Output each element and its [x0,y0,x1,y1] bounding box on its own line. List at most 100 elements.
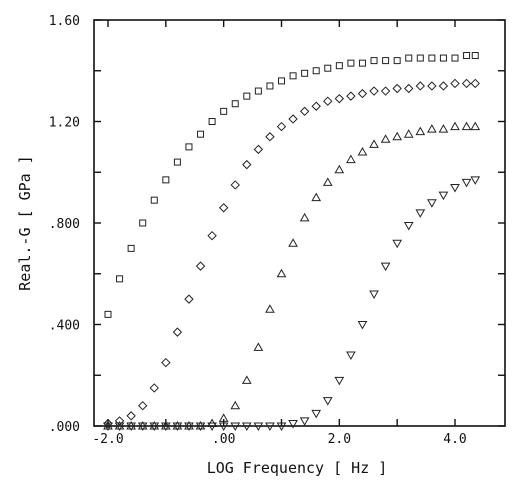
triangle-up-marker [241,375,252,384]
triangle-up-marker [461,121,472,131]
triangle-down-marker [438,191,449,201]
square-marker [116,275,124,283]
diamond-marker [184,294,194,304]
triangle-up-marker [450,121,460,131]
diamond-marker [357,88,368,99]
triangle-down-marker [241,422,252,432]
triangle-down-marker [322,397,333,406]
triangle-down-marker [470,176,481,185]
triangle-up-marker [380,134,391,143]
square-marker [393,57,401,65]
plot-frame [93,19,506,427]
diamond-marker [276,121,287,132]
y-tick-label: .400 [49,319,80,334]
diamond-marker [415,81,426,91]
triangle-down-marker [392,239,403,249]
square-marker [185,143,193,151]
diamond-marker [438,81,449,91]
square-marker [278,77,285,85]
triangle-down-marker [218,422,229,432]
diamond-marker [311,101,321,111]
square-marker [150,196,158,204]
diamond-marker [172,327,183,337]
square-marker [220,107,228,115]
y-axis-title: Real.-G [ GPa ] [16,155,34,290]
triangle-down-marker [103,422,113,432]
triangle-up-marker [392,131,403,141]
triangle-up-marker [415,126,426,136]
diamond-marker [392,83,402,94]
triangle-up-marker [357,146,368,156]
triangle-down-marker [461,178,472,188]
square-marker [370,57,378,65]
diamond-marker [334,93,345,104]
square-marker [301,69,309,77]
triangle-down-marker [415,209,426,218]
y-tick-label: .800 [49,217,80,232]
square-marker [197,130,205,138]
triangle-down-marker [311,409,322,419]
square-marker [335,62,343,70]
square-marker [162,176,170,184]
triangle-down-marker [369,290,379,300]
square-marker [463,52,471,60]
triangle-up-marker [218,413,229,422]
triangle-up-marker [438,124,449,133]
x-tick-label: -2.0 [92,432,123,447]
diamond-marker [369,86,379,96]
triangle-down-marker [380,262,391,272]
diamond-marker [288,114,298,124]
triangle-up-marker [403,129,414,138]
triangle-down-marker [207,422,217,432]
triangle-up-marker [470,121,481,131]
triangle-down-marker [230,422,241,432]
triangle-up-marker [346,154,356,164]
series-triangle-up [103,121,481,430]
square-marker [471,52,479,60]
diamond-marker [149,383,159,393]
diamond-marker [230,180,240,190]
triangle-down-marker [137,422,148,432]
square-marker [439,54,447,62]
triangle-up-marker [299,212,310,222]
square-marker [289,72,297,80]
x-axis-title: LOG Frequency [ Hz ] [207,459,388,477]
triangle-up-marker [427,124,437,133]
triangle-down-marker [195,422,206,432]
square-marker [139,219,147,227]
y-tick-label: 1.60 [49,14,80,29]
y-tick-label: 1.20 [49,116,80,131]
diamond-marker [450,78,460,89]
triangle-down-marker [346,351,356,360]
square-marker [416,54,424,62]
square-marker [451,54,459,62]
triangle-down-marker [184,422,194,432]
diamond-marker [380,86,391,96]
square-marker [382,57,390,65]
triangle-up-marker [253,342,264,351]
square-marker [428,54,436,62]
square-marker [231,100,239,108]
x-tick-label: .00 [212,432,235,447]
diamond-marker [346,91,356,101]
triangle-down-marker [288,419,298,429]
triangle-up-marker [311,192,322,202]
triangle-up-marker [288,238,298,247]
triangle-up-marker [230,400,241,410]
series-diamond [103,78,480,429]
data-markers [103,52,481,432]
diamond-marker [195,261,206,271]
y-axis-tick-labels: .000 .400 .800 1.20 1.60 [49,14,80,435]
diamond-marker [242,159,252,170]
diamond-marker [427,81,437,91]
diamond-marker [265,132,275,142]
diamond-marker [218,203,229,213]
triangle-down-marker [160,422,171,432]
diamond-marker [126,411,136,421]
diamond-marker [253,144,264,155]
triangle-down-marker [114,422,125,432]
triangle-down-marker [149,422,160,432]
triangle-down-marker [450,183,460,193]
axis-ticks [94,19,505,427]
